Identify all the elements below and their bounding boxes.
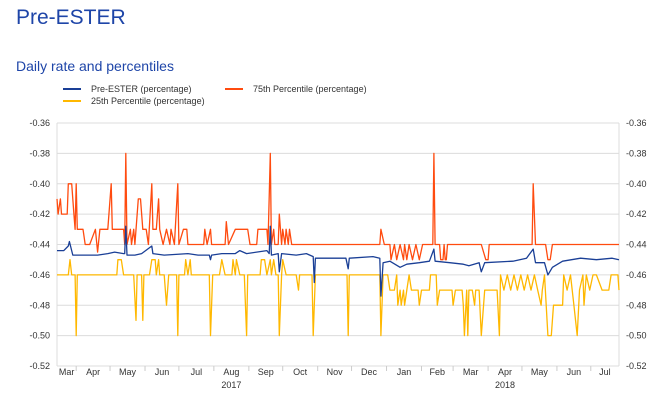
y-tick-label-left: -0.36 (29, 118, 50, 128)
x-month-label: Jun (567, 367, 582, 377)
legend-label: 25th Percentile (percentage) (91, 96, 205, 106)
legend-label: 75th Percentile (percentage) (253, 84, 367, 94)
x-month-label: Feb (430, 367, 446, 377)
x-month-label: Jul (599, 367, 611, 377)
y-tick-label-right: -0.44 (626, 240, 647, 250)
y-tick-label-right: -0.46 (626, 270, 647, 280)
x-month-label: Mar (59, 367, 75, 377)
y-tick-label-left: -0.52 (29, 361, 50, 371)
x-month-label: Jan (397, 367, 412, 377)
series-line-25th (57, 259, 620, 337)
x-month-label: Apr (498, 367, 512, 377)
y-tick-label-right: -0.38 (626, 148, 647, 158)
series-line-75th (56, 152, 619, 261)
x-month-label: May (119, 367, 137, 377)
series-group (56, 152, 620, 337)
y-tick-label-right: -0.52 (626, 361, 647, 371)
y-tick-label-right: -0.48 (626, 300, 647, 310)
legend-label: Pre-ESTER (percentage) (91, 84, 192, 94)
y-tick-label-left: -0.48 (29, 300, 50, 310)
x-year-label: 2018 (495, 380, 515, 390)
chart-subtitle: Daily rate and percentiles (16, 58, 174, 74)
y-tick-label-left: -0.42 (29, 209, 50, 219)
x-month-label: Apr (86, 367, 100, 377)
x-month-label: Nov (327, 367, 344, 377)
x-month-label: Jun (155, 367, 170, 377)
x-month-label: Sep (258, 367, 274, 377)
y-tick-label-left: -0.50 (29, 331, 50, 341)
x-month-label: Oct (293, 367, 308, 377)
legend: Pre-ESTER (percentage) 25th Percentile (p… (63, 84, 367, 106)
y-tick-label-left: -0.38 (29, 148, 50, 158)
y-tick-label-left: -0.40 (29, 179, 50, 189)
axes: -0.36 -0.36 -0.38 -0.38 -0.40 -0.40 -0.42 -0.42… (29, 118, 646, 390)
y-tick-label-left: -0.46 (29, 270, 50, 280)
x-month-label: Jul (191, 367, 203, 377)
x-month-label: Mar (463, 367, 479, 377)
y-tick-label-left: -0.44 (29, 240, 50, 250)
x-month-label: Aug (223, 367, 239, 377)
y-tick-label-right: -0.50 (626, 331, 647, 341)
x-year-label: 2017 (221, 380, 241, 390)
x-month-label: May (531, 367, 549, 377)
y-tick-label-right: -0.40 (626, 179, 647, 189)
y-tick-label-right: -0.36 (626, 118, 647, 128)
series-line-median (57, 225, 620, 297)
y-tick-label-right: -0.42 (626, 209, 647, 219)
x-month-label: Dec (361, 367, 378, 377)
page-title: Pre-ESTER (16, 6, 126, 29)
